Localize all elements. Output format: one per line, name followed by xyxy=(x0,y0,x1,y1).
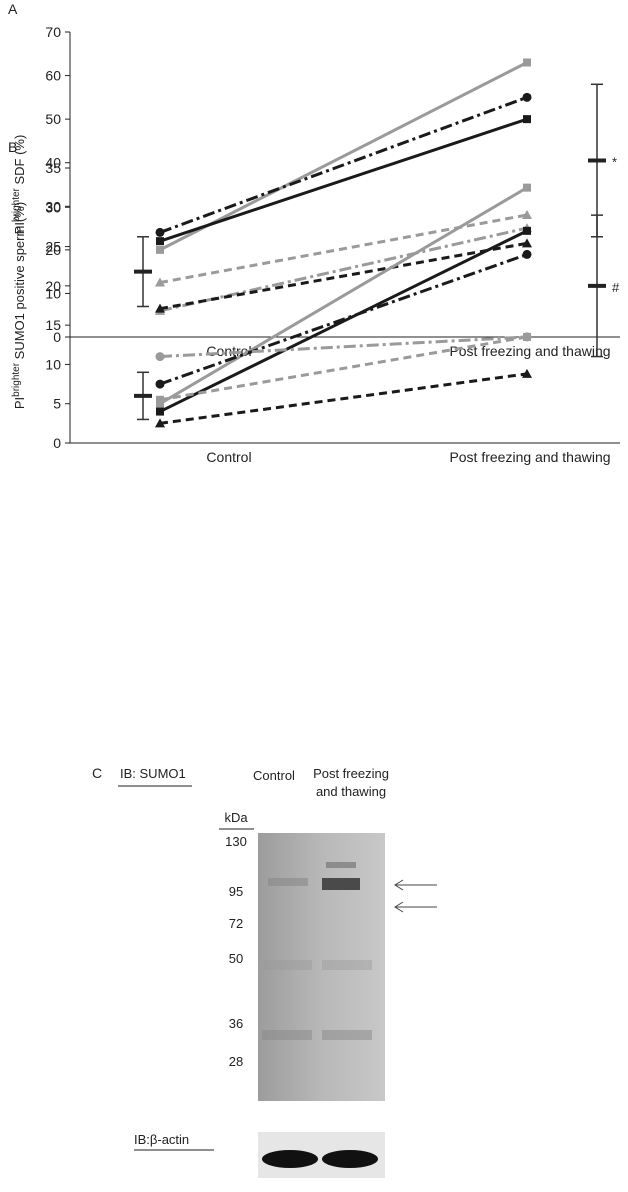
lane-label: Control xyxy=(253,768,295,783)
y-axis-label: PIbrighter SUMO1 positive sperm (%) xyxy=(11,202,27,409)
y-axis-label-part: SUMO1 positive sperm (%) xyxy=(12,202,27,363)
series-line xyxy=(160,243,527,308)
x-tick-label: Control xyxy=(206,449,251,465)
marker xyxy=(523,93,532,102)
band xyxy=(322,1150,378,1168)
marker xyxy=(523,250,532,259)
marker xyxy=(523,227,531,235)
figure: C IB: SUMO1 Control Post freezing and th… xyxy=(0,0,628,1187)
significance-mark: * xyxy=(612,155,617,170)
marker xyxy=(523,333,531,341)
antibody-label: IB: SUMO1 xyxy=(120,766,186,781)
panel-label: A xyxy=(8,1,18,17)
y-tick-label: 5 xyxy=(53,396,61,412)
y-tick-label: 50 xyxy=(45,111,61,127)
y-axis-label-part: PI xyxy=(12,397,27,409)
marker xyxy=(523,184,531,192)
band xyxy=(262,1030,312,1040)
y-tick-label: 60 xyxy=(45,68,61,84)
series-line xyxy=(160,119,527,241)
band xyxy=(268,878,308,886)
band xyxy=(322,960,372,970)
marker xyxy=(156,380,165,389)
marker xyxy=(523,115,531,123)
marker xyxy=(156,408,164,416)
series-line xyxy=(160,188,527,404)
series-line xyxy=(160,97,527,232)
band xyxy=(326,862,356,868)
band xyxy=(262,1150,318,1168)
y-tick-label: 25 xyxy=(45,239,61,255)
y-tick-label: 10 xyxy=(45,356,61,372)
y-tick-label: 70 xyxy=(45,24,61,40)
y-axis-label-part: brighter xyxy=(11,362,22,397)
marker xyxy=(156,228,165,237)
mw-label: 50 xyxy=(229,951,243,966)
y-tick-label: 15 xyxy=(45,317,61,333)
x-tick-label: Control xyxy=(206,343,251,359)
mw-label: 72 xyxy=(229,916,243,931)
western-blot: C IB: SUMO1 Control Post freezing and th… xyxy=(92,765,437,1178)
band xyxy=(262,960,312,970)
y-tick-label: 0 xyxy=(53,435,61,451)
mw-label: 130 xyxy=(225,834,247,849)
marker xyxy=(156,396,164,404)
panel-label: B xyxy=(8,139,17,155)
marker xyxy=(156,352,165,361)
series-line xyxy=(160,374,527,424)
unit-label: kDa xyxy=(224,810,248,825)
x-tick-label: Post freezing and thawing xyxy=(449,449,610,465)
marker xyxy=(523,59,531,67)
significance-mark: # xyxy=(612,280,620,295)
lane-label: Post freezing xyxy=(313,766,389,781)
loading-label: IB:β-actin xyxy=(134,1132,189,1147)
mw-label: 95 xyxy=(229,884,243,899)
panel-label: C xyxy=(92,765,102,781)
series-line xyxy=(160,231,527,412)
band xyxy=(322,1030,372,1040)
marker xyxy=(156,237,164,245)
y-tick-label: 20 xyxy=(45,278,61,294)
mw-label: 28 xyxy=(229,1054,243,1069)
y-tick-label: 35 xyxy=(45,160,61,176)
y-tick-label: 30 xyxy=(45,199,61,215)
mw-label: 36 xyxy=(229,1016,243,1031)
marker xyxy=(156,246,164,254)
band xyxy=(322,878,360,890)
lane-label: and thawing xyxy=(316,784,386,799)
